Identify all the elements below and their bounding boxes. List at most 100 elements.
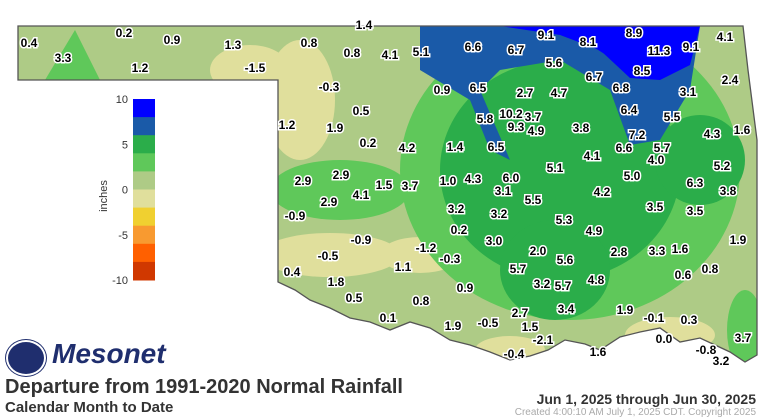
station-value: 2.7 (517, 86, 534, 100)
station-value: 1.5 (376, 178, 393, 192)
station-value: 5.7 (555, 279, 572, 293)
station-value: 1.1 (395, 260, 412, 274)
station-value: -0.3 (440, 252, 461, 266)
station-value: 1.3 (225, 38, 242, 52)
station-value: 6.4 (621, 103, 638, 117)
station-value: 4.1 (584, 149, 601, 163)
legend-tick-label: -10 (112, 275, 128, 287)
station-value: -0.9 (351, 233, 372, 247)
station-value: 0.0 (656, 332, 673, 346)
station-value: -1.2 (416, 241, 437, 255)
station-value: 5.8 (477, 112, 494, 126)
station-value: 4.3 (704, 127, 721, 141)
legend-tick-label: 5 (122, 139, 128, 151)
legend-swatch (133, 207, 155, 227)
station-value: 1.2 (132, 61, 149, 75)
station-value: 3.8 (720, 184, 737, 198)
station-value: 0.6 (675, 268, 692, 282)
station-value: 1.6 (734, 123, 751, 137)
station-value: -0.4 (504, 347, 525, 361)
station-value: 5.0 (624, 169, 641, 183)
station-value: 6.0 (503, 171, 520, 185)
station-value: -0.1 (644, 311, 665, 325)
map-title: Departure from 1991-2020 Normal Rainfall (5, 376, 403, 398)
station-value: 3.4 (558, 302, 575, 316)
created-note: Created 4:00:10 AM July 1, 2025 CDT. Cop… (514, 407, 756, 418)
station-value: 1.9 (730, 233, 747, 247)
station-value: 1.9 (617, 303, 634, 317)
station-value: 0.2 (116, 26, 133, 40)
station-value: 1.5 (522, 320, 539, 334)
station-value: 0.3 (681, 313, 698, 327)
station-value: 1.8 (328, 275, 345, 289)
station-value: 4.1 (717, 30, 734, 44)
station-value: 3.5 (687, 204, 704, 218)
station-value: 0.4 (21, 36, 38, 50)
station-value: 9.1 (683, 40, 700, 54)
legend-swatch (133, 243, 155, 263)
station-value: 8.1 (580, 35, 597, 49)
station-value: 3.7 (735, 331, 752, 345)
station-value: 3.3 (55, 51, 72, 65)
station-value: 0.8 (413, 294, 430, 308)
station-value: 0.1 (380, 311, 397, 325)
legend-swatch (133, 171, 155, 190)
station-labels: 0.43.30.2 0.91.21.3-1.50.80.81.4-0.30.51.… (19, 17, 753, 370)
station-value: 6.5 (488, 140, 505, 154)
brand-name: Mesonet (52, 338, 166, 369)
station-value: 3.0 (486, 234, 503, 248)
station-value: -0.5 (478, 316, 499, 330)
color-legend: 10 5 0 -5 -10 (112, 94, 155, 287)
station-value: 8.5 (634, 64, 651, 78)
station-value: 4.1 (382, 48, 399, 62)
station-value: 1.6 (672, 242, 689, 256)
station-value: 4.2 (399, 141, 416, 155)
station-value: 5.1 (413, 45, 430, 59)
map-subtitle: Calendar Month to Date (5, 399, 174, 416)
legend-swatch (133, 189, 155, 209)
date-range: Jun 1, 2025 through Jun 30, 2025 (536, 391, 756, 407)
station-value: -0.5 (318, 249, 339, 263)
station-value: 5.7 (654, 141, 671, 155)
station-value: 7.2 (629, 128, 646, 142)
station-value: 4.2 (594, 185, 611, 199)
station-value: 6.3 (687, 176, 704, 190)
station-value: 5.3 (556, 213, 573, 227)
station-value: 4.8 (588, 273, 605, 287)
station-value: 0.9 (457, 281, 474, 295)
station-value: -1.5 (245, 61, 266, 75)
station-value: 6.6 (465, 40, 482, 54)
station-value: 4.9 (528, 124, 545, 138)
legend-tick-label: 0 (122, 185, 128, 197)
station-value: 3.8 (573, 121, 590, 135)
station-value: 6.7 (586, 70, 603, 84)
station-value: 1.9 (445, 319, 462, 333)
station-value: 3.1 (680, 85, 697, 99)
station-value: 3.7 (525, 110, 542, 124)
legend-tick-label: 10 (116, 94, 128, 106)
station-value: 3.1 (495, 184, 512, 198)
station-value: 5.6 (557, 253, 574, 267)
station-value: 2.9 (333, 168, 350, 182)
station-value: 3.7 (402, 179, 419, 193)
legend-swatch (133, 99, 155, 118)
station-value: 9.3 (508, 120, 525, 134)
station-value: -2.1 (533, 333, 554, 347)
station-value: 5.6 (546, 56, 563, 70)
legend-swatch (133, 135, 155, 154)
legend-swatch (133, 261, 155, 281)
station-value: 4.7 (551, 86, 568, 100)
station-value: 1.4 (356, 18, 373, 32)
station-value: 0.2 (360, 136, 377, 150)
station-value: 3.2 (713, 354, 730, 368)
station-value: 2.8 (611, 245, 628, 259)
station-value: 6.8 (613, 81, 630, 95)
station-value: 2.0 (530, 244, 547, 258)
station-value: -0.8 (696, 343, 717, 357)
station-value: 0.5 (353, 104, 370, 118)
station-value: 1.0 (440, 174, 457, 188)
station-value: 0.5 (346, 291, 363, 305)
station-value: 5.1 (547, 161, 564, 175)
station-value: 3.2 (448, 202, 465, 216)
